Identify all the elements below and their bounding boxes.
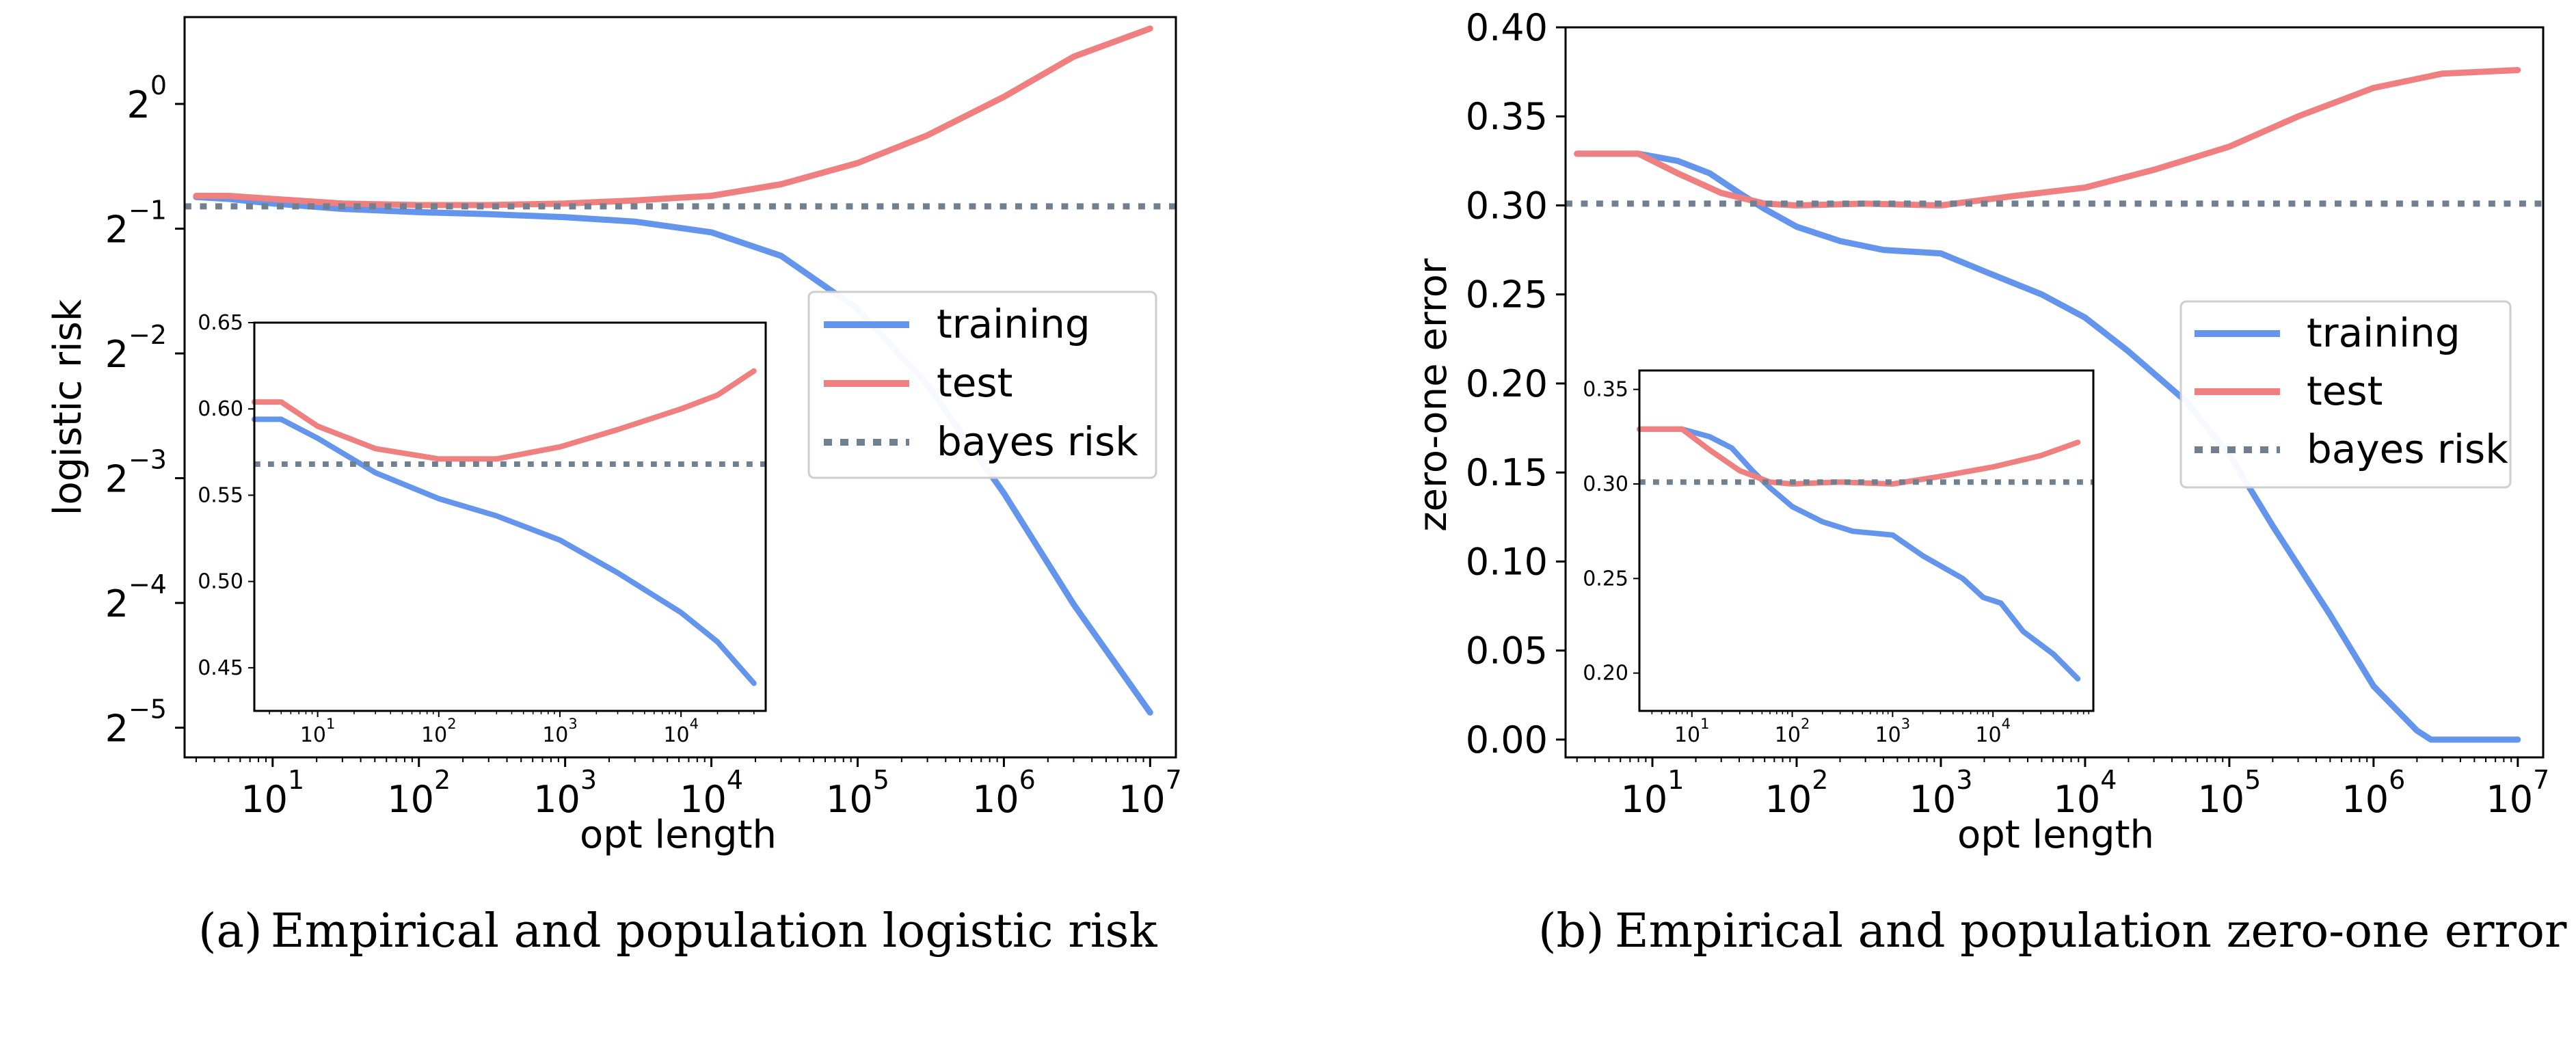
legend-bayes-risk-label: bayes risk [937, 418, 1138, 465]
panel-b-inset-y-ticks: 0.20 0.25 0.30 0.35 [1583, 378, 1639, 686]
legend-bayes-risk-label: bayes risk [2307, 426, 2508, 472]
panel-b-plot-frame [1564, 26, 2545, 759]
y-tick-label: 0.10 [1466, 540, 1548, 583]
y-tick-label-2-5: 2−5 [105, 694, 167, 750]
y-tick-label-2-0: 20 [126, 70, 167, 126]
x-tick-label-10-4: 104 [2053, 765, 2117, 821]
panel-b-caption: Empirical and population zero-one error [1615, 904, 2567, 958]
y-tick-label: 0.25 [1466, 273, 1548, 316]
inset-y-tick-label: 0.35 [1583, 378, 1628, 402]
panel-a-caption-label: (a) [198, 904, 263, 958]
inset-x-tick-label-10-1: 101 [300, 716, 336, 747]
x-tick-label-10-1: 101 [241, 765, 304, 821]
panel-a-caption: Empirical and population logistic risk [271, 904, 1157, 958]
y-tick-label: 0.40 [1466, 6, 1548, 49]
panel-a-inset-test-line [252, 368, 757, 462]
panel-b-training-line [1574, 150, 2521, 743]
panel-b-caption-label: (b) [1538, 904, 1605, 958]
panel-a-inset-training-line [252, 416, 757, 686]
panel-b-x-axis-label: opt length [1957, 813, 2154, 857]
inset-x-tick-label-10-3: 103 [542, 716, 578, 747]
legend-test-label: test [937, 360, 1012, 406]
panel-a-inset-x-ticks: 101 102 103 104 [269, 711, 755, 747]
inset-y-tick-label: 0.20 [1583, 662, 1628, 686]
panel-b-inset-training-line [1637, 426, 2081, 682]
x-tick-label-10-4: 104 [680, 765, 743, 821]
x-tick-label-10-7: 107 [1118, 765, 1182, 821]
inset-x-tick-label-10-2: 102 [421, 716, 457, 747]
x-tick-label-10-6: 106 [2342, 765, 2405, 821]
panel-a-test-line [193, 25, 1153, 208]
panel-a-x-ticks: 101 102 103 104 105 106 107 [195, 757, 1182, 821]
panel-a-plot-frame [183, 16, 1177, 759]
panel-b-x-ticks: 101 102 103 104 105 106 107 [1576, 757, 2549, 821]
x-tick-label-10-5: 105 [826, 765, 889, 821]
legend-training-label: training [937, 301, 1090, 347]
x-tick-label-10-3: 103 [533, 765, 597, 821]
inset-x-tick-label-10-1: 101 [1674, 716, 1710, 747]
inset-x-tick-label-10-4: 104 [1975, 716, 2011, 747]
panel-b-inset-series [1637, 426, 2093, 682]
y-tick-label: 0.00 [1466, 718, 1548, 761]
panel-b-inset-x-ticks: 101 102 103 104 [1651, 711, 2090, 747]
legend-test-label: test [2307, 368, 2383, 414]
panel-b-zero-one-error: 0.00 0.05 0.10 0.15 0.20 0.25 0.30 0.35 0.40 101… [1411, 6, 2567, 958]
y-tick-label: 0.05 [1466, 630, 1548, 673]
panel-b-test-line [1574, 67, 2521, 208]
panel-a-y-ticks: 20 2−1 2−2 2−3 2−4 2−5 [105, 70, 185, 751]
panel-a-x-axis-label: opt length [580, 813, 777, 857]
inset-x-tick-label-10-4: 104 [663, 716, 699, 747]
x-tick-label-10-3: 103 [1909, 765, 1973, 821]
x-tick-label-10-1: 101 [1621, 765, 1685, 821]
panel-a-legend: training test bayes risk [807, 291, 1157, 479]
inset-y-tick-label: 0.50 [198, 570, 243, 594]
panel-a-legend-box [807, 291, 1157, 479]
panel-b-inset-background [1639, 370, 2093, 711]
inset-y-tick-label: 0.45 [198, 656, 243, 680]
panel-a-inset-y-ticks: 0.45 0.50 0.55 0.60 0.65 [198, 311, 254, 680]
inset-y-tick-label: 0.25 [1583, 567, 1628, 591]
panel-a-logistic-risk: 202−12−22−32−42−5 101 102 103 104 105 106 107 … [46, 16, 1182, 958]
panel-a-inset-series [252, 368, 766, 686]
y-tick-label: 0.15 [1466, 451, 1548, 494]
panel-a-inset-frame [253, 321, 767, 712]
panel-b-y-axis-label: zero-one error [1411, 258, 1455, 532]
y-tick-label: 0.30 [1466, 184, 1548, 227]
panel-a-inset-background [254, 323, 766, 711]
panel-b-inset: 0.20 0.25 0.30 0.35 101 102 103 104 [1583, 369, 2095, 747]
y-tick-label-2-1: 2−1 [105, 195, 167, 251]
panel-a-inset: 0.45 0.50 0.55 0.60 0.65 101 102 103 104 [198, 311, 767, 747]
x-tick-label-10-6: 106 [972, 765, 1036, 821]
panel-b-series [1566, 67, 2543, 743]
panel-b-legend: training test bayes risk [2179, 300, 2512, 489]
inset-y-tick-label: 0.30 [1583, 472, 1628, 496]
panel-b-legend-box [2179, 300, 2512, 489]
inset-x-tick-label-10-3: 103 [1875, 716, 1911, 747]
inset-y-tick-label: 0.65 [198, 311, 243, 335]
panel-b-inset-frame [1638, 369, 2095, 712]
y-tick-label: 0.35 [1466, 95, 1548, 138]
x-tick-label-10-2: 102 [1765, 765, 1829, 821]
inset-y-tick-label: 0.55 [198, 483, 243, 507]
y-tick-label: 0.20 [1466, 362, 1548, 405]
y-tick-label-2-3: 2−3 [105, 444, 167, 500]
panel-b-inset-test-line [1637, 426, 2081, 487]
x-tick-label-10-5: 105 [2197, 765, 2261, 821]
x-tick-label-10-7: 107 [2486, 765, 2549, 821]
legend-training-label: training [2307, 310, 2460, 356]
inset-x-tick-label-10-2: 102 [1775, 716, 1810, 747]
x-tick-label-10-2: 102 [387, 765, 451, 821]
panel-a-y-axis-label: logistic risk [46, 299, 90, 515]
y-tick-label-2-4: 2−4 [105, 569, 167, 625]
panel-b-y-ticks: 0.00 0.05 0.10 0.15 0.20 0.25 0.30 0.35 0.40 [1466, 6, 1566, 761]
y-tick-label-2-2: 2−2 [105, 320, 167, 376]
inset-y-tick-label: 0.60 [198, 397, 243, 421]
